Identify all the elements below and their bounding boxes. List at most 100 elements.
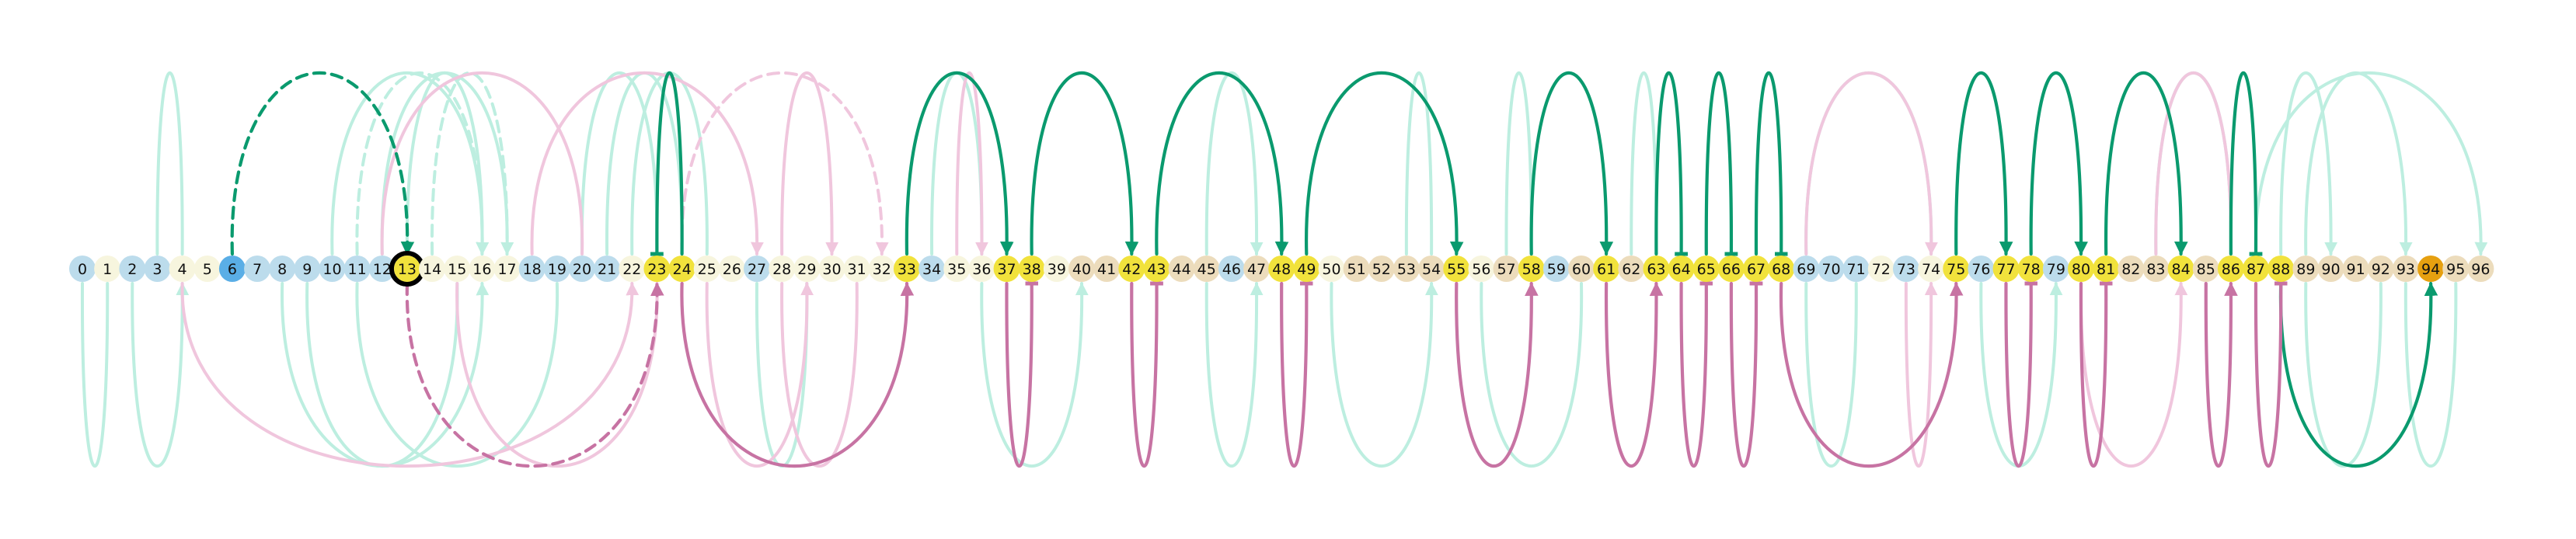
node-17: 17 — [493, 256, 521, 282]
node-label: 8 — [277, 261, 287, 278]
node-label: 79 — [2047, 261, 2065, 278]
node-93: 93 — [2392, 256, 2419, 282]
node-circle — [2467, 256, 2494, 282]
node-63: 63 — [1643, 256, 1670, 282]
node-label: 82 — [2121, 261, 2140, 278]
node-label: 69 — [1797, 261, 1815, 278]
arc-13 — [2104, 71, 2188, 256]
node-circle — [543, 256, 570, 282]
node-circle — [2268, 256, 2295, 282]
node-circle — [1867, 256, 1895, 282]
node-circle — [2042, 256, 2069, 282]
node-label: 95 — [2446, 261, 2465, 278]
node-label: 5 — [203, 261, 212, 278]
node-circle — [2342, 256, 2369, 282]
arc-70 — [180, 282, 640, 468]
node-62: 62 — [1618, 256, 1645, 282]
node-label: 22 — [622, 261, 641, 278]
node-65: 65 — [1692, 256, 1720, 282]
node-13: 13 — [389, 251, 425, 287]
node-label: 23 — [647, 261, 666, 278]
node-36: 36 — [968, 256, 995, 282]
node-label: 58 — [1522, 261, 1541, 278]
arc-57 — [1330, 282, 1438, 468]
node-label: 86 — [2222, 261, 2240, 278]
node-circle — [1842, 256, 1870, 282]
node-circle — [1593, 256, 1620, 282]
node-circle — [2068, 256, 2094, 282]
node-label: 96 — [2471, 261, 2490, 278]
node-label: 47 — [1247, 261, 1266, 278]
node-circle — [943, 256, 971, 282]
arc-59 — [1804, 282, 1858, 468]
node-69: 69 — [1793, 256, 1820, 282]
node-circle — [818, 256, 845, 282]
node-label: 45 — [1197, 261, 1216, 278]
node-9: 9 — [294, 256, 321, 282]
arc-21 — [1455, 281, 1539, 468]
node-15: 15 — [444, 256, 471, 282]
node-label: 50 — [1322, 261, 1340, 278]
arc-2 — [650, 71, 684, 256]
node-68: 68 — [1768, 256, 1795, 282]
node-circle — [1018, 256, 1045, 282]
arc-14 — [2229, 71, 2263, 256]
node-circle — [444, 256, 471, 282]
node-27: 27 — [744, 256, 771, 282]
node-44: 44 — [1168, 256, 1195, 282]
node-5: 5 — [193, 256, 221, 282]
node-label: 20 — [573, 261, 591, 278]
node-label: 34 — [922, 261, 941, 278]
arc-72 — [705, 282, 814, 468]
node-circle — [94, 256, 121, 282]
arc-53 — [355, 282, 559, 468]
node-circle — [1568, 256, 1595, 282]
node-circle — [1193, 256, 1220, 282]
node-circle — [2192, 256, 2219, 282]
node-circle — [218, 256, 246, 282]
node-89: 89 — [2292, 256, 2320, 282]
node-row: 0 1 2 3 4 5 6 7 8 9 10 11 12 13 14 15 16 17 18 19 20 21 22 23 24… — [69, 251, 2494, 287]
node-label: 7 — [253, 261, 262, 278]
node-label: 12 — [373, 261, 392, 278]
arc-23 — [1679, 281, 1713, 468]
node-circle — [1218, 256, 1245, 282]
node-circle — [1118, 256, 1145, 282]
node-34: 34 — [919, 256, 946, 282]
arc-73 — [780, 282, 859, 468]
node-circle — [493, 256, 521, 282]
arc-layer-strong — [230, 71, 2438, 468]
node-circle — [1542, 256, 1570, 282]
node-94: 94 — [2417, 256, 2445, 282]
node-label: 44 — [1173, 261, 1191, 278]
arc-48 — [2254, 71, 2488, 256]
node-label: 39 — [1047, 261, 1066, 278]
node-label: 92 — [2372, 261, 2390, 278]
node-50: 50 — [1318, 256, 1345, 282]
node-label: 13 — [398, 261, 417, 278]
node-circle — [1418, 256, 1445, 282]
arc-25 — [1779, 281, 1964, 468]
node-circle — [2442, 256, 2470, 282]
arc-66 — [780, 71, 839, 256]
node-54: 54 — [1418, 256, 1445, 282]
node-label: 88 — [2271, 261, 2290, 278]
arc-10 — [1754, 71, 1788, 256]
arc-17 — [680, 281, 915, 468]
arc-61 — [2304, 282, 2383, 468]
arc-68 — [1804, 71, 1938, 256]
node-label: 41 — [1097, 261, 1116, 278]
node-circle — [1493, 256, 1520, 282]
node-circle — [1618, 256, 1645, 282]
arc-69 — [2154, 71, 2233, 256]
node-circle — [769, 256, 796, 282]
arc-62 — [2403, 282, 2458, 468]
node-label: 38 — [1023, 261, 1041, 278]
node-label: 46 — [1222, 261, 1241, 278]
node-6: 6 — [218, 256, 246, 282]
node-43: 43 — [1143, 256, 1170, 282]
node-circle — [393, 256, 420, 282]
node-circle — [2417, 256, 2445, 282]
node-label: 51 — [1347, 261, 1366, 278]
node-label: 6 — [228, 261, 237, 278]
